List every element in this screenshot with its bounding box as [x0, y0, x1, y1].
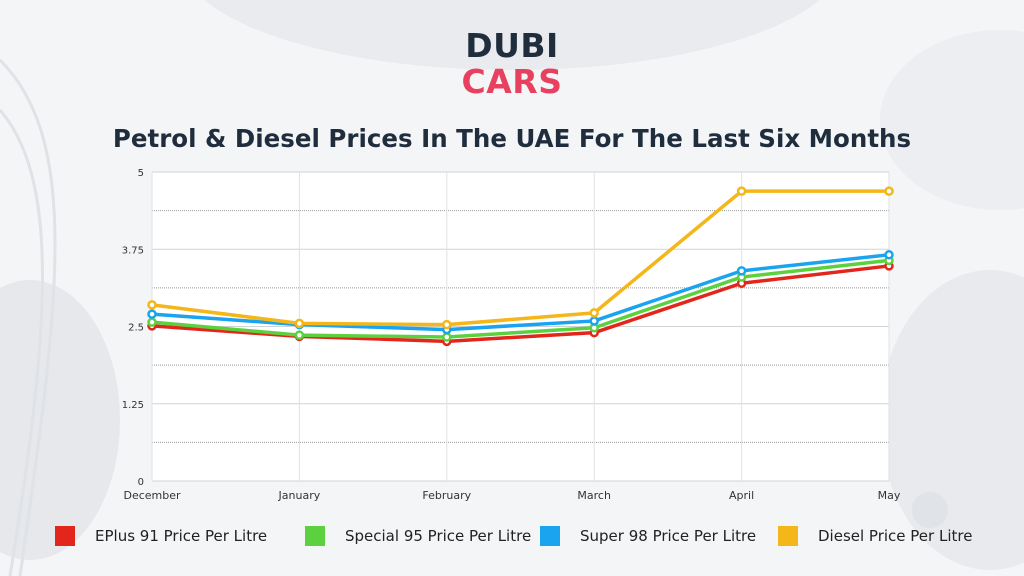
- legend-swatch: [778, 526, 798, 546]
- legend-label: EPlus 91 Price Per Litre: [95, 527, 268, 545]
- legend-swatch: [55, 526, 75, 546]
- y-tick-label: 2.5: [128, 323, 144, 334]
- legend-swatch: [305, 526, 325, 546]
- legend-item: Super 98 Price Per Litre: [540, 526, 756, 546]
- series-line-3: [151, 189, 889, 327]
- logo-line2: CARS: [461, 62, 563, 101]
- legend: EPlus 91 Price Per Litre Special 95 Price…: [0, 526, 1024, 550]
- data-point: [736, 186, 747, 196]
- data-point: [736, 266, 747, 276]
- legend-label: Special 95 Price Per Litre: [345, 527, 532, 545]
- x-tick-label: May: [878, 489, 901, 502]
- data-point: [589, 308, 599, 318]
- data-point: [884, 186, 894, 196]
- data-point: [294, 318, 305, 329]
- x-tick-label: December: [123, 489, 181, 502]
- data-point: [147, 300, 157, 310]
- data-point: [442, 319, 452, 330]
- legend-label: Super 98 Price Per Litre: [580, 527, 757, 545]
- dubicars-logo: DUBI CARS: [0, 28, 1024, 100]
- data-point: [589, 316, 599, 326]
- chart-title: Petrol & Diesel Prices In The UAE For Th…: [112, 124, 912, 153]
- y-tick-label: 0: [138, 477, 144, 488]
- data-point: [884, 250, 894, 260]
- legend-item: EPlus 91 Price Per Litre: [55, 526, 267, 546]
- legend-swatch: [540, 526, 560, 546]
- y-tick-label: 3.75: [122, 245, 144, 256]
- x-tick-label: February: [422, 489, 471, 502]
- data-point: [442, 332, 452, 342]
- series-line-1: [151, 258, 890, 339]
- data-point: [147, 309, 157, 319]
- x-tick-label: March: [577, 489, 611, 502]
- legend-item: Special 95 Price Per Litre: [305, 526, 531, 546]
- y-tick-label: 1.25: [122, 400, 144, 411]
- data-point: [294, 330, 305, 340]
- x-tick-label: January: [278, 489, 321, 502]
- legend-item: Diesel Price Per Litre: [778, 526, 972, 546]
- logo-line1: DUBI: [465, 26, 559, 65]
- legend-label: Diesel Price Per Litre: [818, 527, 973, 545]
- y-tick-label: 5: [138, 168, 144, 179]
- data-point: [147, 317, 157, 327]
- series-line-2: [151, 253, 890, 332]
- x-tick-label: April: [729, 489, 754, 502]
